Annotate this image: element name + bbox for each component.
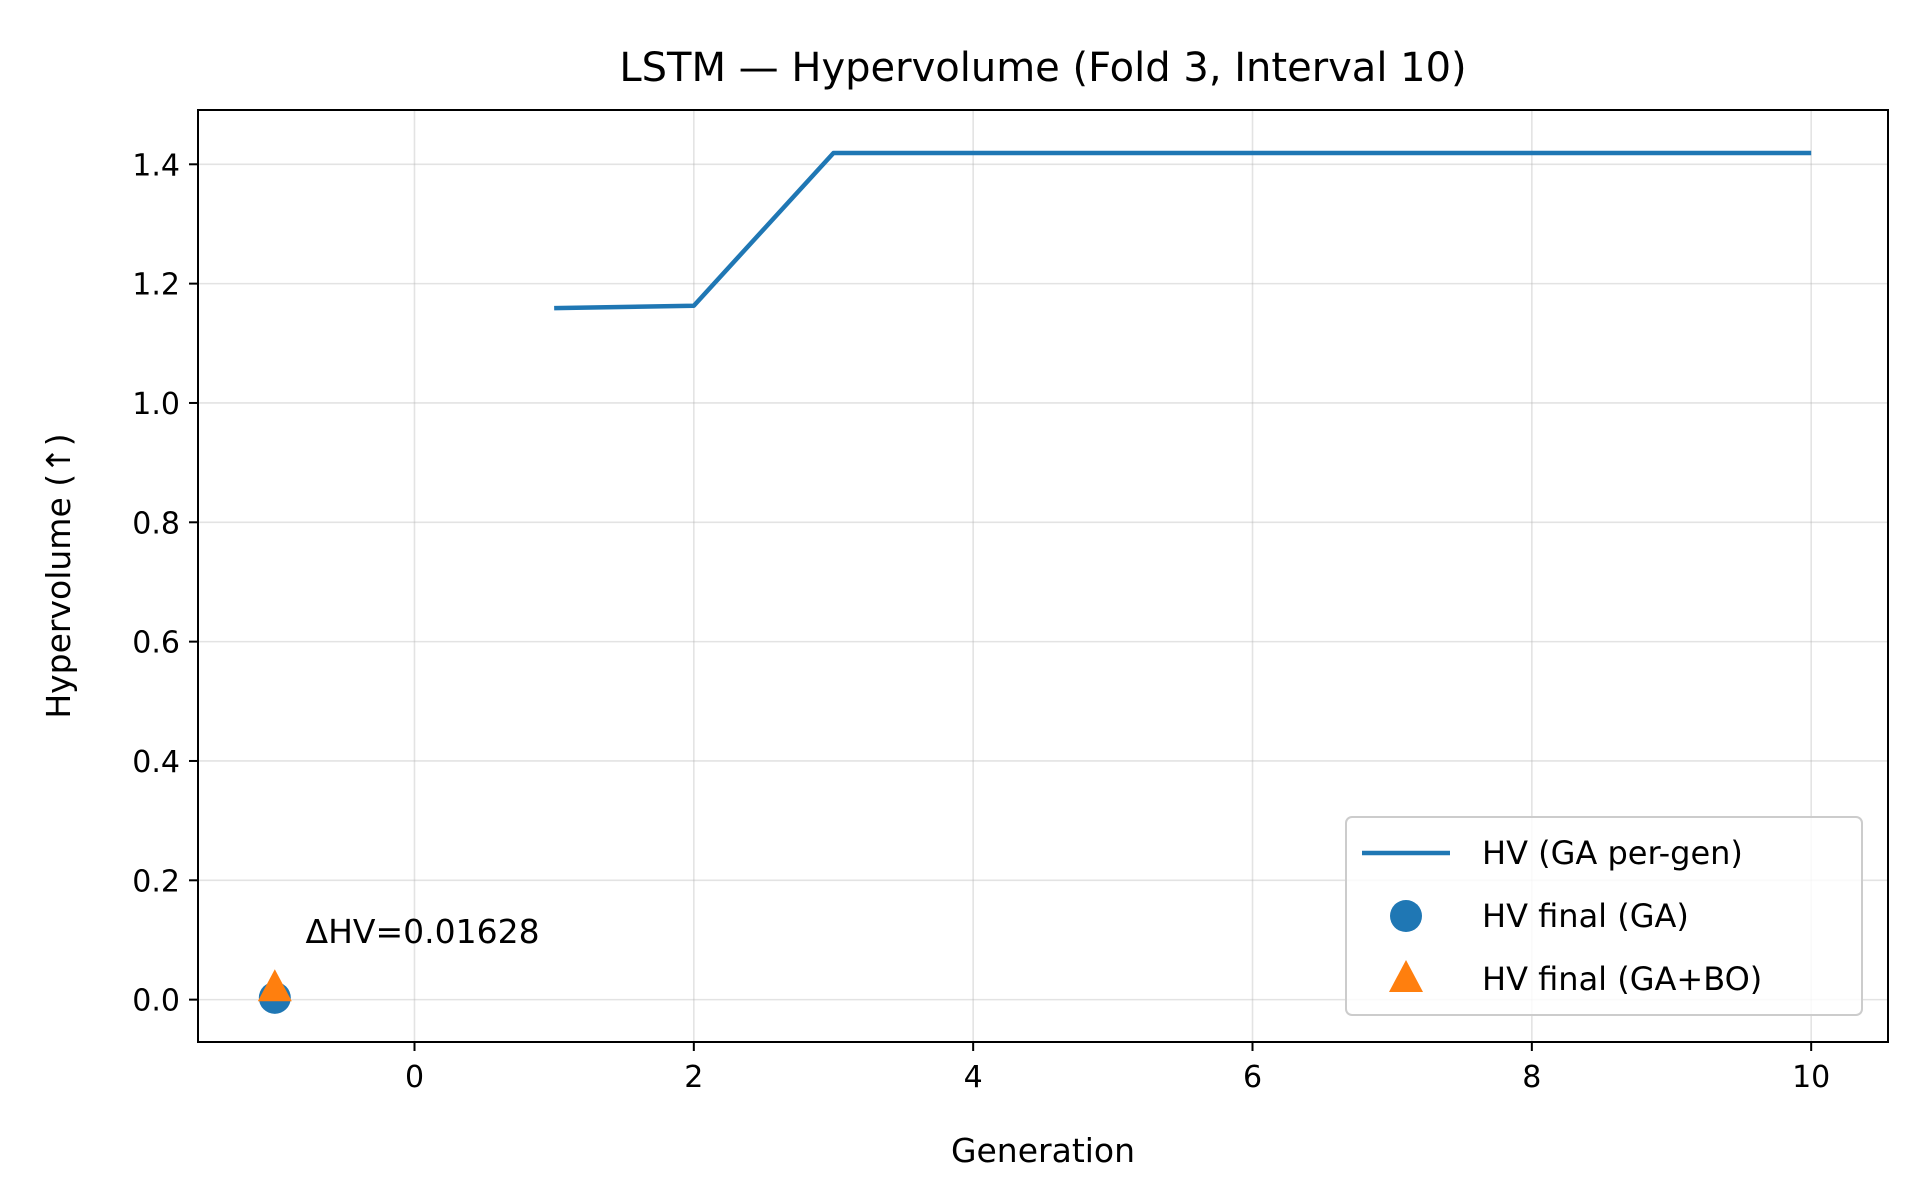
annotations: ΔHV=0.01628 xyxy=(306,912,540,951)
delta-hv-annotation: ΔHV=0.01628 xyxy=(306,912,540,951)
grid-lines xyxy=(198,110,1888,1042)
legend-entry-label: HV (GA per-gen) xyxy=(1482,834,1743,872)
legend-entry-label: HV final (GA+BO) xyxy=(1482,960,1762,998)
scatter-point-hv-final-ga-bo xyxy=(257,969,292,1002)
y-tick-label: 0.4 xyxy=(132,745,180,780)
x-axis-ticks: 0 2 4 6 8 10 xyxy=(405,1042,1830,1095)
plot-area xyxy=(257,150,1812,1014)
y-tick-label: 1.0 xyxy=(132,387,180,422)
y-tick-label: 1.2 xyxy=(132,268,180,303)
x-tick-label: 4 xyxy=(964,1060,983,1095)
y-axis-label: Hypervolume (↑) xyxy=(39,433,78,718)
series-line-hv-ga-per-gen xyxy=(554,150,1812,311)
y-tick-label: 0.2 xyxy=(132,864,180,899)
axes-frame xyxy=(197,109,1889,1043)
legend: HV (GA per-gen) HV final (GA) HV final (GA… xyxy=(1345,816,1863,1016)
legend-handle-triangle xyxy=(1389,960,1423,992)
x-tick-label: 2 xyxy=(684,1060,703,1095)
x-tick-label: 10 xyxy=(1792,1060,1830,1095)
y-tick-label: 0.0 xyxy=(132,984,180,1019)
x-axis-label: Generation xyxy=(951,1131,1135,1170)
y-tick-label: 1.4 xyxy=(132,148,180,183)
legend-box xyxy=(1345,816,1863,1016)
x-tick-label: 0 xyxy=(405,1060,424,1095)
y-axis-ticks: 0.0 0.2 0.4 0.6 0.8 1.0 1.2 1.4 xyxy=(132,148,198,1019)
legend-handle-circle xyxy=(1390,900,1422,932)
chart-title: LSTM — Hypervolume (Fold 3, Interval 10) xyxy=(619,45,1466,91)
y-tick-label: 0.6 xyxy=(132,626,180,661)
legend-entry-label: HV final (GA) xyxy=(1482,897,1689,935)
x-tick-label: 8 xyxy=(1522,1060,1541,1095)
x-tick-label: 6 xyxy=(1243,1060,1262,1095)
y-tick-label: 0.8 xyxy=(132,506,180,541)
